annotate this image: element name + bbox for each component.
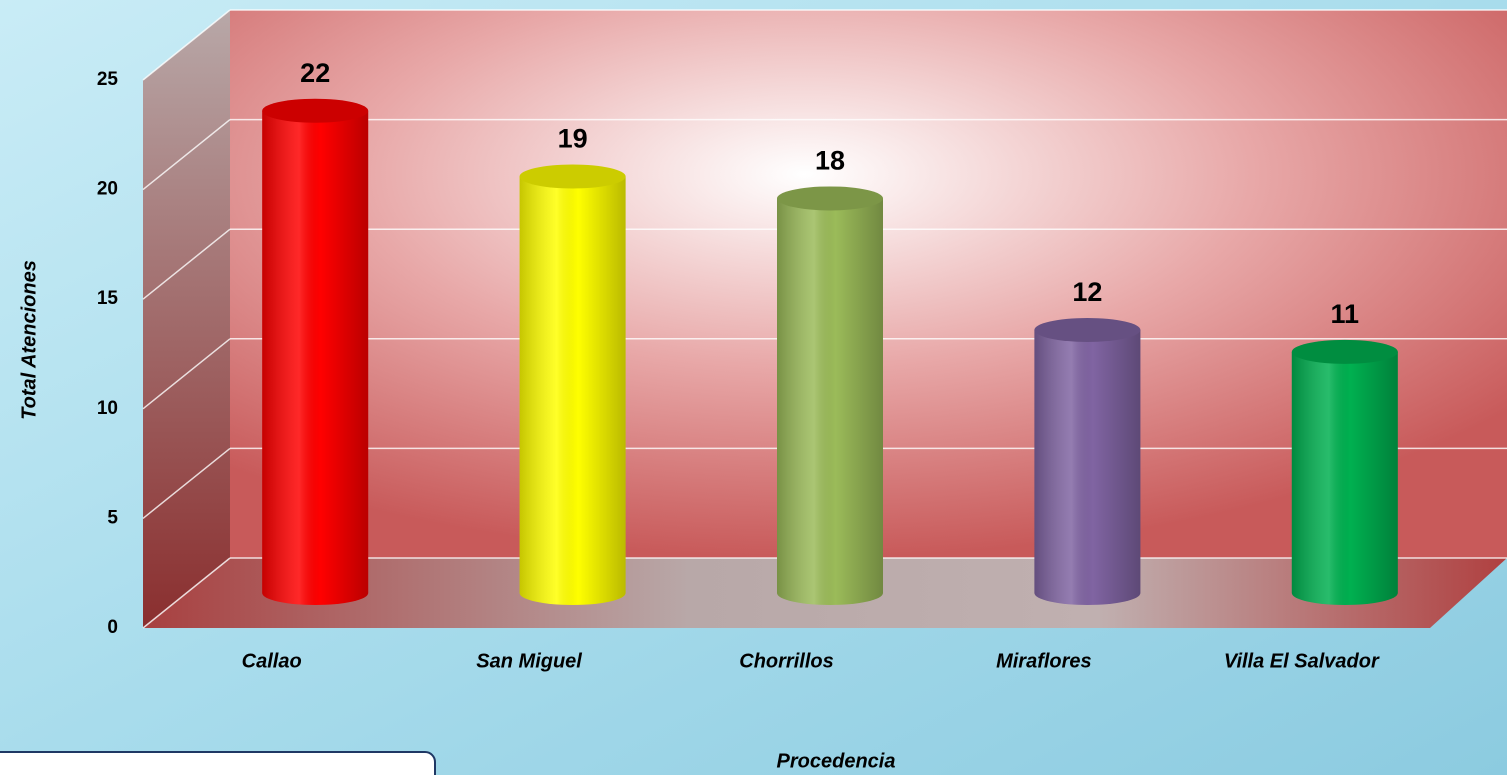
- y-tick-label: 0: [107, 617, 118, 638]
- value-label: 12: [1072, 277, 1102, 307]
- bar-shade: [519, 176, 626, 605]
- source-box: [0, 751, 436, 775]
- x-tick-label: Callao: [242, 650, 302, 672]
- x-tick-label: Miraflores: [996, 650, 1092, 672]
- side-grid-line: [142, 447, 231, 519]
- y-tick-label: 10: [97, 398, 118, 419]
- y-axis-label: Total Atenciones: [18, 260, 40, 420]
- y-tick-label: 25: [97, 69, 119, 90]
- bar-shade: [262, 110, 369, 605]
- value-label: 22: [300, 58, 330, 88]
- value-label: 11: [1331, 299, 1360, 329]
- bar-top: [1034, 317, 1141, 342]
- y-tick-label: 15: [97, 288, 119, 309]
- bar-shade: [777, 198, 883, 605]
- value-label: 19: [558, 124, 588, 154]
- side-wall: [143, 10, 230, 628]
- x-axis-label: Procedencia: [777, 750, 896, 772]
- x-tick-label: San Miguel: [476, 650, 582, 672]
- y-tick-label: 20: [97, 179, 118, 200]
- bar-top: [262, 98, 369, 123]
- side-grid-line: [142, 9, 231, 81]
- x-tick-label: Chorrillos: [739, 650, 833, 672]
- bar-top: [1291, 339, 1398, 364]
- side-grid-line: [142, 228, 231, 300]
- side-grid-line: [142, 338, 231, 410]
- side-grid-line: [142, 119, 231, 191]
- bar-top: [777, 186, 883, 211]
- x-tick-label: Villa El Salvador: [1224, 650, 1380, 672]
- bar-shade: [1034, 329, 1141, 605]
- bar-shade: [1291, 351, 1398, 605]
- side-grid-line: [142, 557, 231, 629]
- value-label: 18: [815, 146, 845, 176]
- y-tick-label: 5: [107, 507, 118, 528]
- bar-top: [519, 164, 626, 189]
